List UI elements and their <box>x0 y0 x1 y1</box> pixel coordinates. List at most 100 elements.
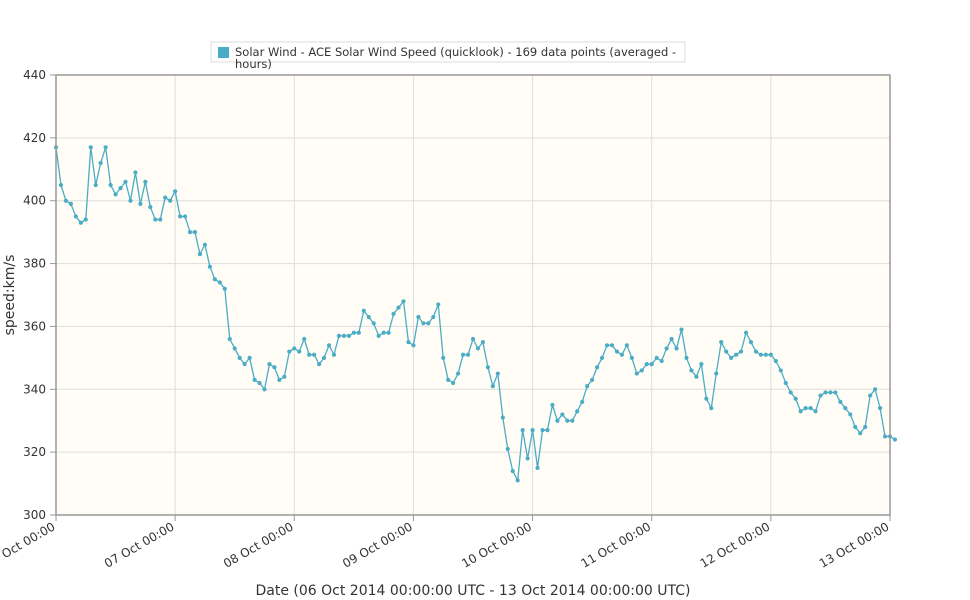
data-point[interactable] <box>401 299 406 304</box>
data-point[interactable] <box>748 340 754 345</box>
data-point[interactable] <box>192 230 198 235</box>
data-point[interactable] <box>346 333 351 338</box>
data-point[interactable] <box>341 333 347 338</box>
data-point[interactable] <box>530 428 535 433</box>
data-point[interactable] <box>724 349 729 354</box>
data-point[interactable] <box>699 362 704 367</box>
data-point[interactable] <box>585 384 590 389</box>
data-point[interactable] <box>148 204 153 210</box>
data-point[interactable] <box>674 346 679 351</box>
data-point[interactable] <box>843 406 848 411</box>
data-point[interactable] <box>599 355 605 360</box>
data-point[interactable] <box>217 280 222 285</box>
data-point[interactable] <box>689 368 694 373</box>
data-point[interactable] <box>187 230 193 235</box>
data-point[interactable] <box>232 346 237 351</box>
data-point[interactable] <box>128 198 133 203</box>
data-point[interactable] <box>743 330 749 335</box>
data-point[interactable] <box>560 412 565 417</box>
data-point[interactable] <box>753 349 759 354</box>
data-point[interactable] <box>272 365 277 370</box>
data-point[interactable] <box>565 418 570 423</box>
data-point[interactable] <box>694 374 699 379</box>
data-point[interactable] <box>550 402 555 408</box>
data-point[interactable] <box>431 314 436 320</box>
data-point[interactable] <box>714 371 719 376</box>
data-point[interactable] <box>381 330 386 335</box>
data-point[interactable] <box>68 201 73 206</box>
data-point[interactable] <box>609 343 615 348</box>
data-point[interactable] <box>93 182 98 188</box>
data-point[interactable] <box>202 242 208 247</box>
data-point[interactable] <box>222 286 227 291</box>
data-point[interactable] <box>590 377 595 382</box>
data-point[interactable] <box>813 409 818 414</box>
data-point[interactable] <box>664 346 669 351</box>
data-point[interactable] <box>738 349 744 354</box>
data-point[interactable] <box>734 352 739 357</box>
data-point[interactable] <box>798 409 803 414</box>
data-point[interactable] <box>858 431 863 436</box>
data-point[interactable] <box>391 311 396 316</box>
data-point[interactable] <box>644 362 649 367</box>
data-point[interactable] <box>277 377 282 382</box>
data-point[interactable] <box>257 380 262 386</box>
data-point[interactable] <box>853 424 858 430</box>
data-point[interactable] <box>312 352 317 357</box>
data-point[interactable] <box>227 336 232 342</box>
data-point[interactable] <box>520 428 525 433</box>
data-point[interactable] <box>833 390 838 395</box>
data-point[interactable] <box>178 214 183 219</box>
data-point[interactable] <box>163 195 168 200</box>
data-point[interactable] <box>406 340 411 345</box>
data-point[interactable] <box>451 380 456 386</box>
data-point[interactable] <box>73 214 78 219</box>
data-point[interactable] <box>604 343 610 348</box>
data-point[interactable] <box>555 418 560 423</box>
data-point[interactable] <box>892 437 898 442</box>
data-point[interactable] <box>818 393 823 398</box>
data-point[interactable] <box>495 371 500 376</box>
data-point[interactable] <box>525 456 530 461</box>
data-point[interactable] <box>823 390 828 395</box>
data-point[interactable] <box>460 352 466 357</box>
data-point[interactable] <box>510 468 515 474</box>
data-point[interactable] <box>88 145 93 150</box>
data-point[interactable] <box>763 352 768 357</box>
data-point[interactable] <box>262 387 267 392</box>
data-point[interactable] <box>282 374 287 379</box>
data-point[interactable] <box>788 390 793 395</box>
data-point[interactable] <box>158 217 163 222</box>
data-point[interactable] <box>197 252 203 257</box>
data-point[interactable] <box>470 336 476 342</box>
data-point[interactable] <box>768 352 773 357</box>
data-point[interactable] <box>570 418 575 423</box>
data-point[interactable] <box>113 192 118 197</box>
data-point[interactable] <box>242 362 247 367</box>
data-point[interactable] <box>515 478 520 483</box>
data-point[interactable] <box>639 368 644 373</box>
data-point[interactable] <box>153 217 158 222</box>
data-point[interactable] <box>103 145 108 150</box>
data-point[interactable] <box>803 406 808 411</box>
data-point[interactable] <box>649 362 654 367</box>
data-point[interactable] <box>490 384 495 389</box>
data-point[interactable] <box>580 399 585 404</box>
data-point[interactable] <box>436 302 441 307</box>
data-point[interactable] <box>485 365 490 370</box>
data-point[interactable] <box>773 358 778 364</box>
data-point[interactable] <box>173 189 178 194</box>
data-point[interactable] <box>182 214 188 219</box>
data-point[interactable] <box>793 396 798 401</box>
data-point[interactable] <box>143 179 148 184</box>
data-point[interactable] <box>629 355 634 360</box>
data-point[interactable] <box>619 352 625 357</box>
data-point[interactable] <box>252 377 257 382</box>
data-point[interactable] <box>361 308 366 313</box>
data-point[interactable] <box>321 355 327 360</box>
data-point[interactable] <box>138 201 143 206</box>
data-point[interactable] <box>729 355 734 360</box>
data-point[interactable] <box>336 333 342 338</box>
data-point[interactable] <box>426 321 431 326</box>
data-point[interactable] <box>326 343 332 348</box>
